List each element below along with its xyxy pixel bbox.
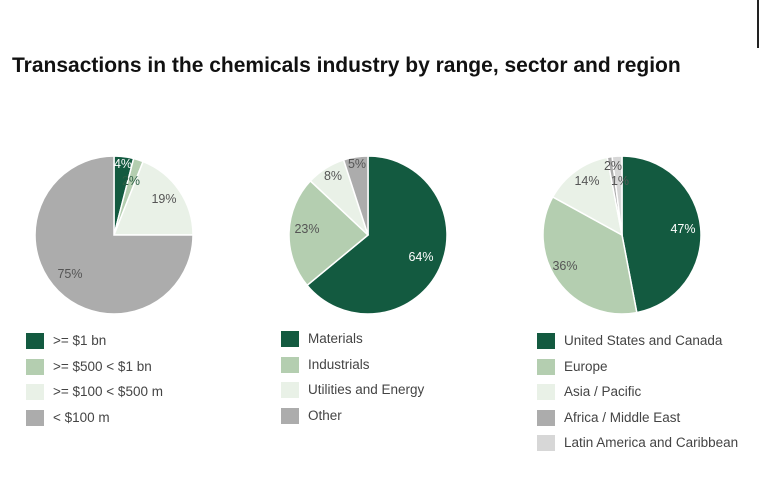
legend-label: >= $1 bn: [53, 333, 107, 348]
pie-sector: 64% 23% 8% 5%: [288, 155, 448, 315]
legend-swatch: [281, 331, 299, 347]
legend-swatch: [537, 358, 555, 375]
pie-data-label-region-2: 14%: [574, 174, 599, 188]
legend-label: Materials: [308, 331, 363, 346]
window-edge-line: [757, 0, 759, 48]
pie-slice-region-1: [542, 195, 638, 315]
pie-data-label-sector-3: 5%: [348, 157, 366, 171]
pie-data-label-range-3: 75%: [57, 267, 82, 281]
pie-slice-region-0: [621, 155, 702, 314]
chart-title: Transactions in the chemicals industry b…: [12, 54, 681, 77]
pie-slice-sector-3: [342, 155, 369, 236]
legend-label: United States and Canada: [564, 333, 723, 348]
pie-slice-region-2: [551, 156, 624, 237]
pie-slice-sector-0: [306, 155, 448, 315]
legend-swatch: [537, 435, 555, 451]
legend-swatch: [281, 382, 299, 398]
pie-data-label-sector-1: 23%: [294, 222, 319, 236]
pie-data-label-range-2: 19%: [151, 192, 176, 206]
legend-swatch: [537, 409, 555, 426]
pie-region: 47% 36% 14% 1%2%: [542, 155, 702, 315]
pie-slice-range-3: [34, 155, 194, 315]
legend-label: Europe: [564, 358, 608, 374]
legend-label: Industrials: [308, 356, 370, 372]
legend-label: < $100 m: [53, 409, 110, 425]
pie-data-label-sector-0: 64%: [408, 250, 433, 264]
legend-label: >= $500 < $1 bn: [53, 358, 152, 374]
legend-label: Latin America and Caribbean: [564, 435, 739, 450]
legend-label: >= $100 < $500 m: [53, 384, 163, 399]
pie-slice-sector-1: [288, 179, 370, 287]
legend-swatch: [26, 409, 44, 426]
legend-label: Other: [308, 407, 342, 423]
pie-data-label-sector-2: 8%: [324, 169, 342, 183]
legend-swatch: [26, 333, 44, 349]
pie-data-label-region-1: 36%: [552, 259, 577, 273]
legend-swatch: [26, 358, 44, 375]
pie-data-label-range-1: 2%: [122, 174, 140, 188]
legend-swatch: [537, 333, 555, 349]
pie-slice-range-2: [112, 160, 194, 236]
legend-label: Africa / Middle East: [564, 409, 681, 425]
legend-swatch: [281, 356, 299, 373]
pie-data-label-range-0: 4%: [114, 157, 132, 171]
legend-label: Utilities and Energy: [308, 382, 425, 397]
pie-data-label-region-4: 2%: [604, 159, 622, 173]
pie-data-label-region-0: 47%: [670, 222, 695, 236]
pie-slice-region-4: [611, 155, 623, 236]
legend-swatch: [26, 384, 44, 400]
pie-data-label-region-3: 1%: [611, 174, 629, 188]
legend-label: Asia / Pacific: [564, 384, 642, 399]
pie-range: 4% 2% 19% 75%: [34, 155, 194, 315]
legend-swatch: [537, 384, 555, 400]
legend-swatch: [281, 407, 299, 424]
